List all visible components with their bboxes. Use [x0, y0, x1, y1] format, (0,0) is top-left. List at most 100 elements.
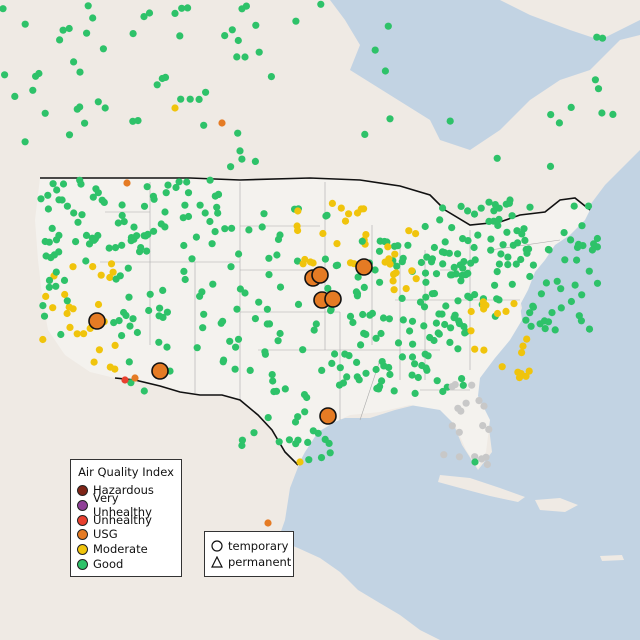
good-monitor — [206, 217, 214, 226]
good-monitor — [557, 304, 565, 312]
good-monitor — [234, 335, 243, 343]
good-monitor — [455, 320, 464, 328]
good-monitor — [448, 224, 456, 232]
good-monitor — [238, 441, 246, 450]
good-monitor — [52, 282, 60, 290]
good-monitor — [183, 178, 191, 186]
moderate-monitor — [480, 346, 488, 354]
good-monitor — [118, 211, 126, 220]
good-monitor — [336, 364, 344, 372]
good-monitor — [381, 67, 389, 75]
good-monitor — [379, 314, 388, 322]
no-data-monitor — [468, 381, 476, 389]
good-monitor — [130, 223, 138, 231]
good-monitor — [89, 14, 97, 22]
good-monitor — [321, 255, 329, 263]
good-monitor — [386, 370, 394, 379]
good-monitor — [250, 429, 258, 437]
good-monitor — [339, 379, 347, 387]
good-monitor — [105, 244, 113, 252]
legend-label: Hazardous — [93, 483, 154, 497]
hispaniola-land — [535, 498, 578, 512]
good-monitor — [252, 21, 260, 29]
circle-icon — [211, 540, 223, 552]
good-monitor — [508, 212, 516, 220]
good-monitor — [209, 280, 217, 288]
moderate-monitor — [42, 292, 50, 300]
good-monitor — [470, 243, 478, 252]
good-monitor — [301, 408, 309, 416]
legend-label: temporary — [228, 539, 289, 553]
good-monitor — [551, 326, 559, 334]
good-monitor — [118, 241, 126, 249]
good-monitor — [181, 275, 189, 284]
good-monitor — [430, 289, 439, 298]
good-monitor — [326, 449, 334, 457]
moderate-monitor — [69, 263, 77, 271]
good-monitor — [477, 204, 485, 212]
good-monitor — [111, 244, 120, 252]
moderate-monitor — [479, 298, 487, 306]
good-monitor — [585, 267, 593, 275]
moderate-monitor — [467, 307, 475, 316]
good-monitor — [371, 266, 379, 274]
moderate-monitor — [518, 349, 526, 357]
good-monitor — [184, 189, 193, 197]
moderate-monitor — [360, 205, 368, 213]
good-monitor — [201, 209, 209, 217]
good-monitor — [376, 278, 384, 286]
good-monitor — [544, 318, 553, 326]
good-monitor — [438, 248, 446, 256]
good-monitor — [146, 290, 154, 298]
usg-temporary-monitor — [355, 258, 373, 276]
moderate-monitor — [337, 204, 345, 212]
legend-label: Good — [93, 557, 124, 571]
good-monitor — [384, 22, 392, 30]
good-monitor — [299, 346, 307, 354]
moderate-monitor — [111, 341, 119, 349]
good-monitor — [408, 353, 417, 361]
good-monitor — [37, 195, 45, 203]
good-monitor — [0, 5, 7, 13]
good-monitor — [464, 237, 472, 245]
good-monitor — [219, 358, 227, 366]
good-monitor — [272, 387, 281, 395]
good-monitor — [11, 92, 19, 100]
good-monitor — [487, 235, 495, 243]
good-monitor — [491, 281, 499, 289]
good-monitor — [588, 246, 597, 254]
good-monitor — [172, 183, 180, 192]
good-monitor — [65, 131, 74, 139]
legend-label: Unhealthy — [93, 513, 152, 527]
good-monitor — [241, 53, 249, 61]
good-monitor — [196, 201, 204, 209]
good-monitor — [178, 4, 186, 12]
good-monitor — [560, 229, 568, 237]
good-monitor — [328, 359, 336, 367]
good-monitor — [265, 320, 274, 328]
good-monitor — [470, 210, 479, 218]
hazardous-swatch — [77, 484, 88, 496]
good-monitor — [120, 218, 128, 226]
usg-monitor — [123, 179, 131, 187]
good-monitor — [546, 162, 555, 170]
good-monitor — [159, 286, 167, 294]
good-monitor — [245, 226, 253, 234]
good-monitor — [373, 384, 381, 393]
legend-item-very-unhealthy: Very Unhealthy — [77, 491, 181, 519]
good-monitor — [541, 325, 549, 333]
good-monitor — [231, 365, 239, 373]
good-monitor — [228, 224, 236, 232]
moderate-monitor — [391, 250, 399, 258]
good-monitor — [333, 261, 342, 269]
good-monitor — [125, 358, 133, 366]
good-monitor — [65, 24, 73, 33]
no-data-monitor — [455, 428, 463, 436]
legend-item-good: Good — [77, 557, 123, 571]
no-data-monitor — [448, 422, 456, 430]
unhealthy-swatch — [77, 514, 88, 526]
good-monitor — [236, 285, 244, 293]
good-monitor — [293, 257, 302, 265]
good-monitor — [417, 258, 425, 267]
good-monitor — [529, 261, 538, 269]
